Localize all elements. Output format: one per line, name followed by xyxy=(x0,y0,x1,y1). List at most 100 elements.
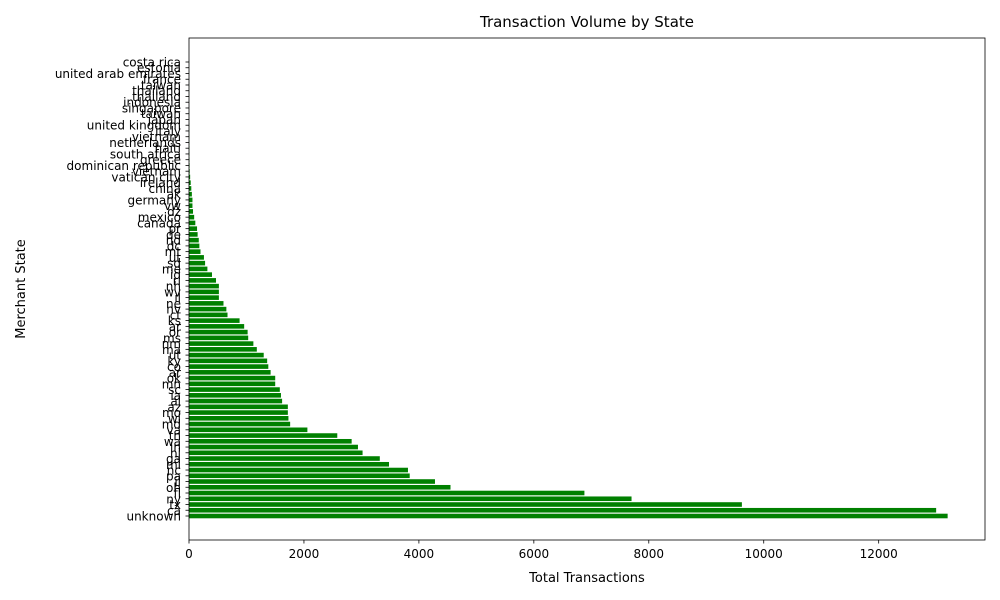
y-tick-label: me xyxy=(162,262,181,276)
bar xyxy=(189,295,219,300)
y-tick-label: unknown xyxy=(126,510,181,524)
y-tick-label: ar xyxy=(169,366,181,380)
bar xyxy=(189,335,249,341)
y-tick-label: thailand xyxy=(132,90,181,104)
bar xyxy=(189,473,410,479)
y-tick-label: france xyxy=(143,73,181,87)
bar xyxy=(189,214,195,220)
bar xyxy=(189,174,191,180)
bar xyxy=(189,347,257,352)
bar xyxy=(189,479,435,484)
bar xyxy=(189,381,276,387)
y-tick-label: mn xyxy=(162,377,181,391)
y-tick-label: wi xyxy=(168,412,181,426)
y-tick-label: nv xyxy=(166,303,181,317)
y-tick-label: taiwan xyxy=(141,78,181,92)
y-tick-label: mt xyxy=(165,245,182,259)
bar xyxy=(189,283,219,289)
y-tick-label: ok xyxy=(167,372,181,386)
bar xyxy=(189,341,254,346)
y-tick-label: de xyxy=(166,228,181,242)
y-tick-label: oh xyxy=(166,481,181,495)
bar xyxy=(189,278,217,283)
chart-title: Transaction Volume by State xyxy=(479,13,694,31)
y-tick-label: az xyxy=(167,400,181,414)
y-tick-label: nh xyxy=(166,280,181,294)
bar xyxy=(189,301,224,306)
y-tick-label: greece xyxy=(140,153,181,167)
y-tick-label: tn xyxy=(169,429,181,443)
bar xyxy=(189,226,198,231)
y-tick-label: nc xyxy=(167,464,181,478)
y-tick-label: haiti xyxy=(155,142,181,156)
bar xyxy=(189,421,291,427)
plot-area: unknowncatxnyflohilpancmiganjinwatnvamdw… xyxy=(55,37,986,561)
y-tick-label: ms xyxy=(163,331,181,345)
y-tick-label: nd xyxy=(166,234,181,248)
x-tick-label: 12000 xyxy=(860,547,898,561)
y-tick-label: ireland xyxy=(140,176,181,190)
y-tick-label: vietnam xyxy=(132,165,181,179)
x-tick-label: 2000 xyxy=(289,547,320,561)
bar xyxy=(189,186,192,191)
y-tick-label: wa xyxy=(164,435,181,449)
y-tick-label: netherlands xyxy=(109,136,181,150)
y-tick-label: or xyxy=(169,326,181,340)
y-tick-label: germany xyxy=(128,193,181,207)
bar xyxy=(189,467,408,473)
y-tick-label: south africa xyxy=(110,147,181,161)
y-tick-label: china xyxy=(149,182,182,196)
bar xyxy=(189,427,308,433)
bar xyxy=(189,180,191,185)
bar xyxy=(189,352,264,358)
bar xyxy=(189,243,200,249)
bar xyxy=(189,438,352,444)
bar xyxy=(189,312,228,318)
bar xyxy=(189,220,196,226)
y-tick-label: tx xyxy=(169,498,181,512)
bar xyxy=(189,416,289,421)
y-tick-label: indonesia xyxy=(123,96,181,110)
bar xyxy=(189,324,245,329)
y-tick-label: ak xyxy=(167,188,181,202)
y-tick-label: ny xyxy=(166,492,181,506)
bar xyxy=(189,484,451,490)
bar xyxy=(189,306,227,312)
x-tick-label: 6000 xyxy=(519,547,550,561)
bar xyxy=(189,456,380,461)
y-tick-label: mo xyxy=(162,406,181,420)
x-tick-label: 8000 xyxy=(634,547,665,561)
y-tick-label: ne xyxy=(166,297,181,311)
y-tick-label: va xyxy=(167,423,181,437)
bar xyxy=(189,266,208,272)
y-tick-label: sd xyxy=(167,257,181,271)
x-axis-title: Total Transactions xyxy=(528,571,645,586)
y-tick-label: in xyxy=(170,441,181,455)
bar xyxy=(189,387,280,392)
bar xyxy=(189,433,338,438)
y-tick-label: thailand xyxy=(132,84,181,98)
y-tick-label: mi xyxy=(166,458,181,472)
y-tick-label: ri xyxy=(173,274,181,288)
y-tick-label: pa xyxy=(166,469,181,483)
y-tick-label: mexico xyxy=(138,211,181,225)
x-tick-label: 0 xyxy=(185,547,193,561)
bar xyxy=(189,450,363,456)
y-tick-label: ct xyxy=(170,308,182,322)
y-tick-label: vatican city xyxy=(111,170,181,184)
y-tick-label: ar xyxy=(169,320,181,334)
y-tick-label: dc xyxy=(167,239,181,253)
bar xyxy=(189,404,288,410)
y-tick-label: vietnam xyxy=(132,130,181,144)
y-tick-label: taiwan xyxy=(141,107,181,121)
plot-frame xyxy=(188,37,986,541)
bar xyxy=(189,237,199,243)
y-tick-label: al xyxy=(170,395,181,409)
bar xyxy=(189,513,948,519)
bar xyxy=(189,289,219,295)
bar xyxy=(189,410,288,415)
y-tick-label: nm xyxy=(162,337,181,351)
y-tick-label: co xyxy=(167,360,181,374)
y-tick-label: il xyxy=(174,291,181,305)
